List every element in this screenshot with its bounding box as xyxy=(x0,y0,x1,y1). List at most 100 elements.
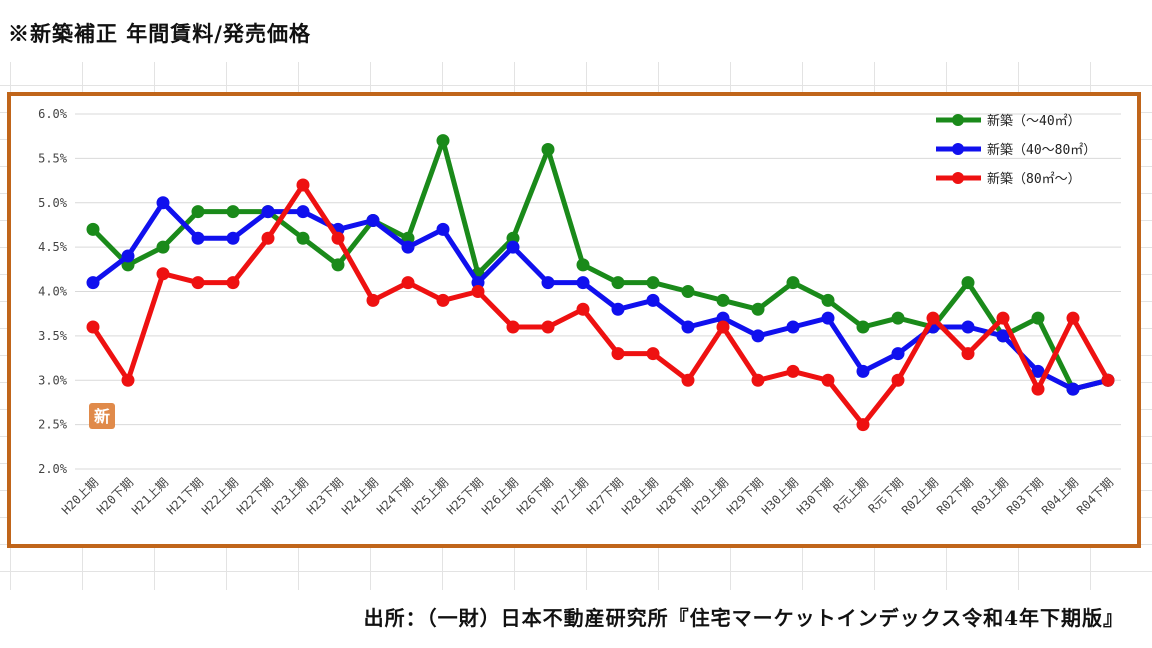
data-point xyxy=(156,196,170,210)
y-tick-label: 3.0% xyxy=(38,373,68,387)
data-point xyxy=(996,329,1010,343)
data-point xyxy=(891,347,905,361)
data-point xyxy=(401,276,415,290)
x-tick-label: R03上期 xyxy=(969,475,1011,517)
data-point xyxy=(821,373,835,387)
data-point xyxy=(86,276,100,290)
series-3 xyxy=(86,178,1115,432)
data-point xyxy=(576,258,590,272)
data-point xyxy=(191,205,205,219)
data-point xyxy=(646,276,660,290)
source-citation: 出所：（一財）日本不動産研究所『住宅マーケットインデックス令和4年下期版』 xyxy=(363,606,1124,630)
data-point xyxy=(786,364,800,378)
y-axis-ticks: 2.0% 2.5% 3.0% 3.5% 4.0% 4.5% 5.0% 5.5% 6.0% xyxy=(38,107,68,476)
data-point xyxy=(436,222,450,236)
x-tick-label: H30上期 xyxy=(759,475,801,517)
data-point xyxy=(751,329,765,343)
x-tick-label: H29上期 xyxy=(689,475,731,517)
x-tick-label: H23下期 xyxy=(304,475,346,517)
x-tick-label: H30下期 xyxy=(794,475,836,517)
data-point xyxy=(716,320,730,334)
data-point xyxy=(646,347,660,361)
data-point xyxy=(86,320,100,334)
data-point xyxy=(961,320,975,334)
x-axis-ticks: H20上期H20下期H21上期H21下期H22上期H22下期H23上期H23下期… xyxy=(59,475,1116,517)
data-point xyxy=(226,276,240,290)
data-point xyxy=(856,364,870,378)
x-tick-label: H25上期 xyxy=(409,475,451,517)
x-tick-label: H24下期 xyxy=(374,475,416,517)
data-point xyxy=(891,373,905,387)
data-point xyxy=(471,285,485,298)
data-point xyxy=(1101,373,1115,387)
new-stamp-icon: 新 xyxy=(89,403,115,429)
data-point xyxy=(226,205,240,219)
stamp-label: 新 xyxy=(94,407,110,426)
data-point xyxy=(1031,311,1045,325)
data-point xyxy=(1031,382,1045,396)
data-point xyxy=(436,134,450,148)
data-point xyxy=(541,276,555,290)
data-point xyxy=(1031,364,1045,378)
title-bar: ※新築補正 年間賃料/発売価格 xyxy=(0,0,1152,62)
legend-label: 新築（～40㎡） xyxy=(987,113,1081,129)
x-tick-label: H29下期 xyxy=(724,475,766,517)
data-point xyxy=(366,214,380,227)
data-point xyxy=(261,205,275,219)
legend-marker xyxy=(952,172,964,184)
data-point xyxy=(366,293,380,307)
data-point xyxy=(576,276,590,290)
data-point xyxy=(1066,311,1080,325)
x-tick-label: H27上期 xyxy=(549,475,591,517)
x-tick-label: H26下期 xyxy=(514,475,556,517)
data-point xyxy=(856,418,870,432)
data-point xyxy=(331,231,345,245)
legend-marker xyxy=(952,143,964,155)
y-tick-label: 6.0% xyxy=(38,107,68,121)
y-tick-label: 4.0% xyxy=(38,285,68,299)
data-point xyxy=(506,240,520,254)
x-tick-label: R03下期 xyxy=(1004,475,1046,517)
data-point xyxy=(401,240,415,254)
x-tick-label: H26上期 xyxy=(479,475,521,517)
data-point xyxy=(611,276,625,290)
data-point xyxy=(261,231,275,245)
y-tick-label: 2.5% xyxy=(38,418,68,432)
data-point xyxy=(436,293,450,307)
y-tick-label: 4.5% xyxy=(38,240,68,254)
data-point xyxy=(611,302,625,316)
data-point xyxy=(611,347,625,361)
legend-label: 新築（80㎡～） xyxy=(987,171,1081,187)
x-tick-label: R02下期 xyxy=(934,475,976,517)
source-bar xyxy=(0,590,1152,648)
data-point xyxy=(121,373,135,387)
x-tick-label: H22上期 xyxy=(199,475,241,517)
x-tick-label: H24上期 xyxy=(339,475,381,517)
x-tick-label: H28下期 xyxy=(654,475,696,517)
data-point xyxy=(541,143,555,156)
x-tick-label: H25下期 xyxy=(444,475,486,517)
x-tick-label: R元上期 xyxy=(831,475,871,515)
data-point xyxy=(751,373,765,387)
data-point xyxy=(296,178,310,192)
line-chart: 2.0% 2.5% 3.0% 3.5% 4.0% 4.5% 5.0% 5.5% 6.0% H20上… xyxy=(38,107,1121,517)
x-tick-label: H21上期 xyxy=(129,475,171,517)
data-point xyxy=(156,240,170,254)
x-tick-label: H23上期 xyxy=(269,475,311,517)
x-tick-label: H28上期 xyxy=(619,475,661,517)
data-point xyxy=(576,302,590,316)
data-point xyxy=(821,293,835,307)
x-tick-label: R04上期 xyxy=(1039,475,1081,517)
data-point xyxy=(681,373,695,387)
data-point xyxy=(121,249,135,263)
data-point xyxy=(681,285,695,298)
data-point xyxy=(821,311,835,325)
data-point xyxy=(996,311,1010,325)
y-tick-label: 2.0% xyxy=(38,462,68,476)
data-point xyxy=(856,320,870,334)
data-point xyxy=(716,293,730,307)
data-point xyxy=(86,222,100,236)
y-tick-label: 3.5% xyxy=(38,329,68,343)
page-title: ※新築補正 年間賃料/発売価格 xyxy=(8,21,311,46)
x-tick-label: H21下期 xyxy=(164,475,206,517)
